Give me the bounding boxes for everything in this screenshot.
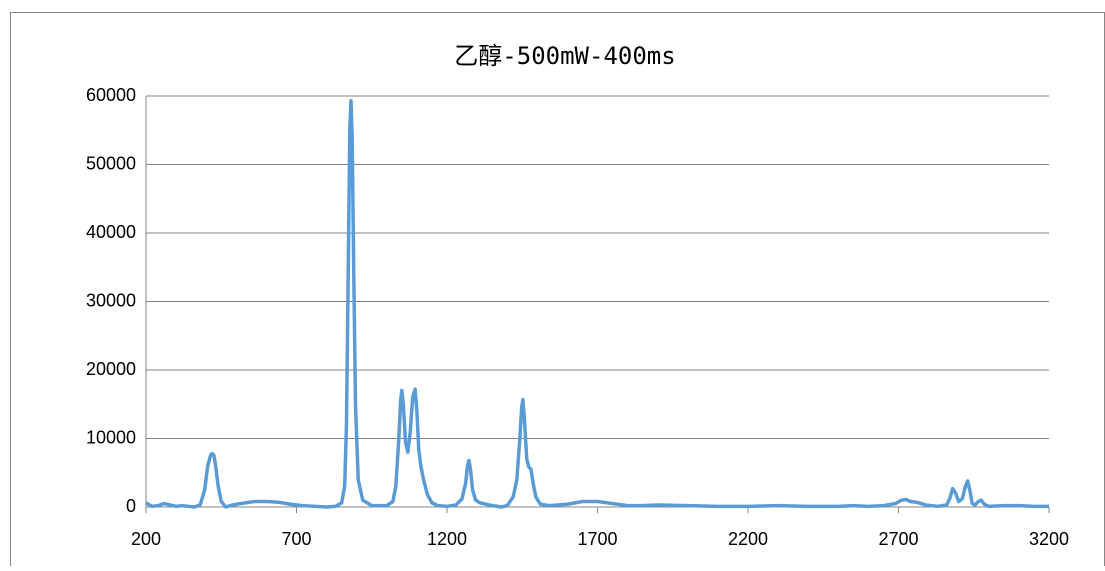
y-tick-label: 20000 — [86, 359, 136, 379]
y-tick-label: 0 — [126, 496, 136, 516]
y-tick-label: 40000 — [86, 222, 136, 242]
line-series — [145, 99, 1049, 509]
x-tick-label: 1200 — [427, 529, 467, 549]
y-tick-label: 30000 — [86, 290, 136, 310]
y-tick-label: 60000 — [86, 85, 136, 105]
y-tick-label: 10000 — [86, 427, 136, 447]
x-tick-label: 1700 — [577, 529, 617, 549]
chart-title: 乙醇-500mW-400ms — [454, 42, 675, 70]
x-tick-label: 3200 — [1029, 529, 1069, 549]
x-tick-label: 2200 — [728, 529, 768, 549]
chart-frame — [10, 12, 1105, 571]
x-tick-label: 200 — [131, 529, 161, 549]
x-tick-label: 700 — [281, 529, 311, 549]
x-tick-label: 2700 — [878, 529, 918, 549]
y-tick-label: 50000 — [86, 153, 136, 173]
